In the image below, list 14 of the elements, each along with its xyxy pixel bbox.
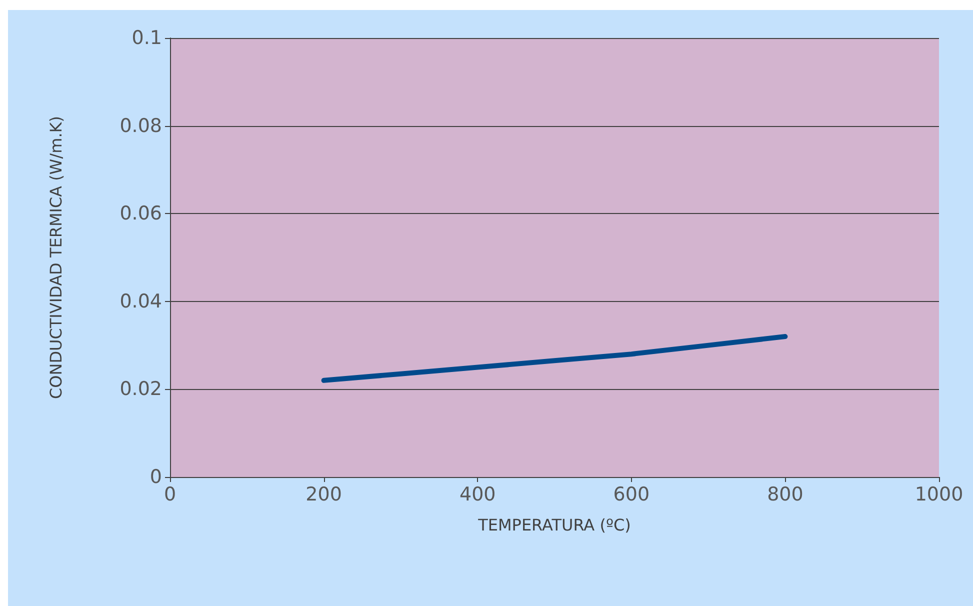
y-tick-label: 0.06 bbox=[120, 202, 162, 225]
y-tick-label: 0.04 bbox=[120, 290, 162, 312]
x-axis-title: TEMPERATURA (ºC) bbox=[477, 516, 631, 534]
x-tick-label: 400 bbox=[459, 484, 496, 506]
x-tick-label: 200 bbox=[306, 484, 342, 506]
y-axis-title: CONDUCTIVIDAD TERMICA (W/m.K) bbox=[46, 116, 66, 400]
y-tick-label: 0.1 bbox=[132, 27, 162, 49]
y-tick-label: 0.08 bbox=[120, 114, 162, 137]
x-tick-label: 600 bbox=[613, 484, 650, 506]
x-tick-label: 1000 bbox=[914, 484, 964, 506]
x-tick-label: 0 bbox=[164, 484, 176, 506]
y-tick-label: 0.02 bbox=[120, 378, 162, 400]
y-tick-label: 0 bbox=[150, 466, 162, 488]
x-tick-label: 800 bbox=[767, 484, 804, 506]
